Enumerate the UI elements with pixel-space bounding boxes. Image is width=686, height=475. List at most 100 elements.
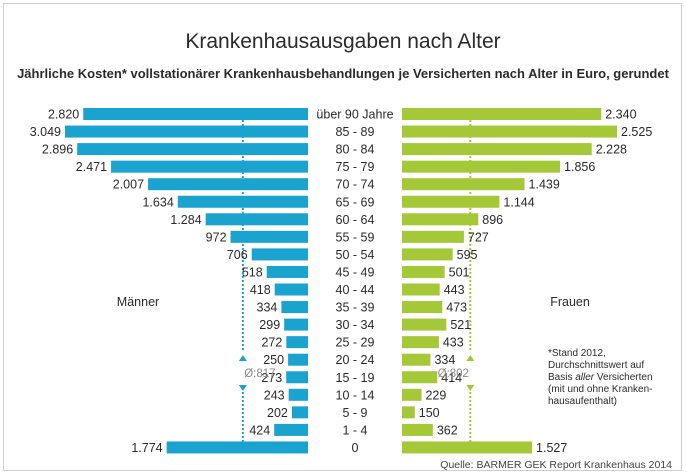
women-bar [402,371,438,384]
age-category-label: 25 - 29 [336,336,375,350]
women-bar [402,213,479,226]
men-bar [111,160,308,173]
age-category-label: 35 - 39 [336,301,375,315]
women-value-label: 2.525 [621,125,652,139]
women-bar [402,125,617,138]
age-category-label: 45 - 49 [336,265,375,279]
age-category-label: 80 - 84 [336,143,375,157]
men-bar [286,336,308,349]
men-bar [288,353,308,366]
age-category-label: 20 - 24 [336,353,375,367]
men-value-label: 202 [267,406,288,420]
women-average-arrow-up [466,355,475,361]
men-value-label: 272 [261,336,282,350]
men-bar [205,213,308,226]
men-value-label: 972 [206,230,227,244]
women-bar [402,406,415,419]
women-value-label: 595 [457,248,478,262]
women-value-label: 334 [434,353,455,367]
women-bar [402,265,445,278]
men-bar [288,388,308,401]
age-category-label: 75 - 79 [336,160,375,174]
footnote-line: *Stand 2012, [548,348,606,359]
women-value-label: 414 [441,371,462,385]
men-value-label: 2.007 [113,178,144,192]
age-category-label: 0 [352,441,359,455]
men-bar [230,230,308,243]
women-value-label: 229 [425,388,446,402]
men-bar [166,441,308,454]
women-value-label: 1.144 [503,195,534,209]
men-bar [266,265,308,278]
women-average-label: Ø:802 [438,368,469,380]
men-value-label: 1.774 [131,441,162,455]
women-bar [402,108,602,120]
women-bar [402,441,533,454]
women-bar [402,230,464,243]
men-bar [291,406,308,419]
chart-title: Krankenhausausgaben nach Alter [185,30,501,53]
age-category-label: 65 - 69 [336,195,375,209]
men-bar [274,283,308,296]
footnote-line: Durchschnittswert auf [548,360,644,371]
chart-frame [3,3,682,471]
legend-men: Männer [117,295,159,309]
men-bar [83,108,308,120]
women-value-label: 501 [449,265,470,279]
age-category-label: 60 - 64 [336,213,375,227]
women-value-label: 896 [482,213,503,227]
men-value-label: 424 [249,423,270,437]
men-bar [284,318,308,331]
men-bar [286,371,308,384]
women-value-label: 521 [450,318,471,332]
women-bar [402,336,439,349]
men-value-label: 518 [242,265,263,279]
age-category-label: über 90 Jahre [316,108,393,122]
men-value-label: 2.820 [48,108,79,122]
age-category-label: 15 - 19 [336,371,375,385]
age-category-label: 40 - 44 [336,283,375,297]
chart-subtitle: Jährliche Kosten* vollstationärer Kranke… [17,66,669,81]
men-bar [177,195,308,208]
men-bar [274,423,308,436]
footnote-line: hausaufenthalt) [548,396,617,407]
age-category-label: 5 - 9 [342,406,367,420]
men-bar [77,143,308,156]
men-value-label: 3.049 [30,125,61,139]
women-value-label: 150 [419,406,440,420]
age-category-label: 30 - 34 [336,318,375,332]
men-value-label: 2.896 [42,143,73,157]
age-category-label: 70 - 74 [336,178,375,192]
men-value-label: 250 [263,353,284,367]
men-value-label: 273 [261,371,282,385]
women-bar [402,283,440,296]
men-average-arrow-up [238,355,247,361]
men-average-arrow-down [238,385,247,391]
women-bar [402,195,500,208]
women-value-label: 473 [446,301,467,315]
women-bar [402,178,525,191]
women-bar [402,388,422,401]
men-average-label: Ø:817 [244,368,275,380]
men-value-label: 334 [257,301,278,315]
source-note: Quelle: BARMER GEK Report Krankenhaus 20… [440,459,672,471]
women-value-label: 443 [444,283,465,297]
men-value-label: 418 [250,283,271,297]
women-bar [402,248,453,261]
women-value-label: 2.228 [596,143,627,157]
legend-women: Frauen [550,295,590,309]
men-bar [251,248,308,261]
age-category-label: 50 - 54 [336,248,375,262]
men-value-label: 299 [259,318,280,332]
men-value-label: 1.284 [170,213,201,227]
age-category-label: 10 - 14 [336,388,375,402]
women-value-label: 362 [437,423,458,437]
women-value-label: 1.856 [564,160,595,174]
women-bar [402,353,431,366]
women-value-label: 1.439 [529,178,560,192]
women-bar [402,160,561,173]
age-category-label: 55 - 59 [336,230,375,244]
women-value-label: 1.527 [536,441,567,455]
age-category-label: 1 - 4 [342,423,367,437]
